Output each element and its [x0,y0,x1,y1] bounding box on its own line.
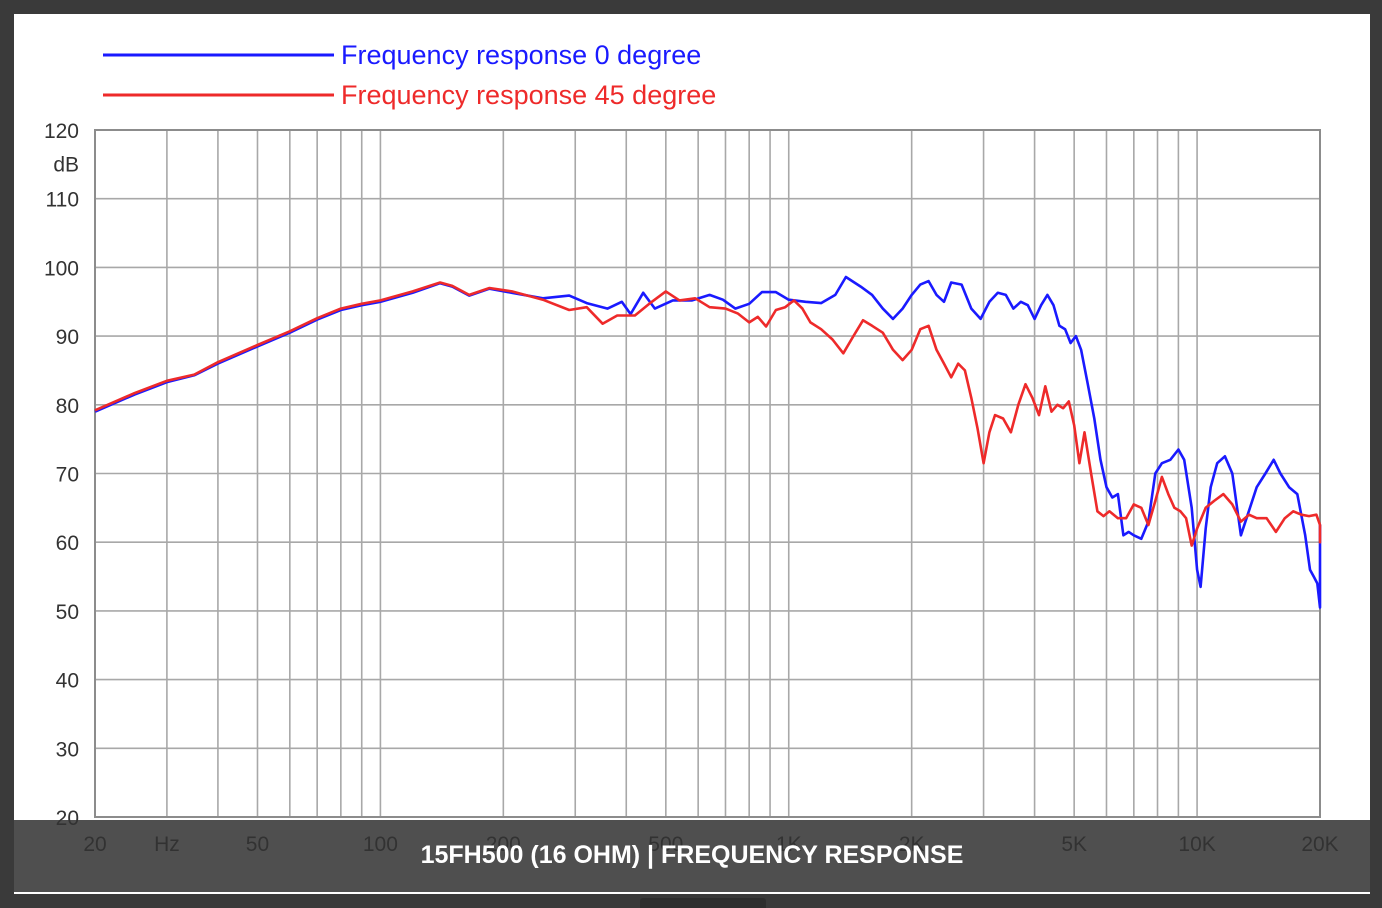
series-line-1 [94,281,1322,547]
pager-tab[interactable] [640,898,766,908]
y-tick-label: 120 [44,120,79,143]
legend-label-1: Frequency response 45 degree [341,80,716,110]
y-tick-label: 30 [56,738,79,761]
y-tick-label: 80 [56,395,79,418]
grid [94,129,1321,818]
y-tick-label: 90 [56,326,79,349]
plot-border [94,129,1321,818]
series-line-0 [94,275,1322,609]
legend-label-0: Frequency response 0 degree [341,40,701,70]
y-tick-label: 100 [44,257,79,280]
series-lines [94,275,1322,609]
y-axis-label: dB [53,153,79,176]
caption-title: 15FH500 (16 OHM) | FREQUENCY RESPONSE [420,840,964,869]
legend: Frequency response 0 degree Frequency res… [103,40,716,110]
y-tick-label: 50 [56,601,79,624]
y-tick-label: 110 [46,189,79,212]
y-tick-label: 70 [56,464,79,487]
chart-panel [14,14,1370,894]
y-tick-label: 40 [56,670,79,693]
y-tick-label: 60 [56,532,79,555]
caption-bar: 15FH500 (16 OHM) | FREQUENCY RESPONSE [14,820,1370,892]
